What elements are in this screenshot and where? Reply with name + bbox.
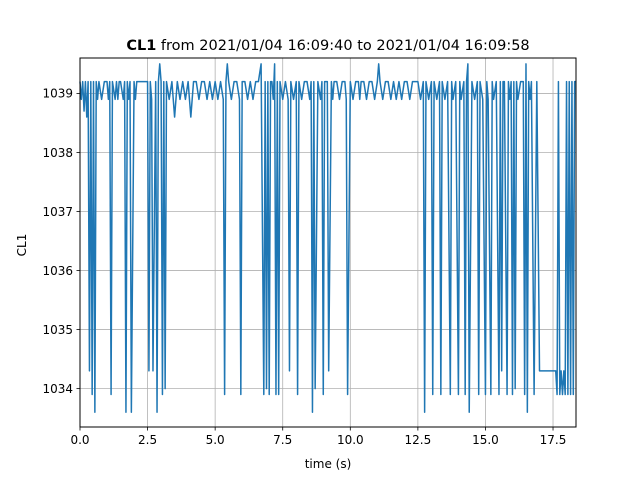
x-tick-label: 5.0	[206, 433, 225, 447]
axes-frame	[79, 57, 577, 428]
chart-title: CL1 from 2021/01/04 16:09:40 to 2021/01/…	[126, 38, 529, 54]
y-tick-label: 1037	[42, 205, 73, 219]
x-axis-label: time (s)	[305, 457, 352, 471]
x-axis: 0.0 2.5 5.0 7.5 10.0 12.5 15.0 17.5	[70, 427, 566, 447]
y-tick-label: 1034	[42, 382, 73, 396]
x-tick-label: 7.5	[273, 433, 292, 447]
x-tick-label: 0.0	[70, 433, 89, 447]
y-tick-label: 1038	[42, 146, 73, 160]
series-line	[79, 63, 576, 413]
x-tick-label: 10.0	[337, 433, 364, 447]
x-tick-label: 12.5	[405, 433, 432, 447]
chart-title-bold: CL1	[126, 38, 156, 54]
y-tick-label: 1035	[42, 323, 73, 337]
y-tick-label: 1036	[42, 264, 73, 278]
y-axis-label: CL1	[15, 234, 29, 257]
x-tick-label: 17.5	[540, 433, 567, 447]
x-tick-label: 15.0	[472, 433, 499, 447]
chart-title-rest: from 2021/01/04 16:09:40 to 2021/01/04 1…	[156, 38, 529, 54]
x-tick-label: 2.5	[138, 433, 157, 447]
y-axis: 1034 1035 1036 1037 1038 1039	[42, 87, 80, 396]
y-tick-label: 1039	[42, 87, 73, 101]
plot-area	[79, 63, 576, 413]
